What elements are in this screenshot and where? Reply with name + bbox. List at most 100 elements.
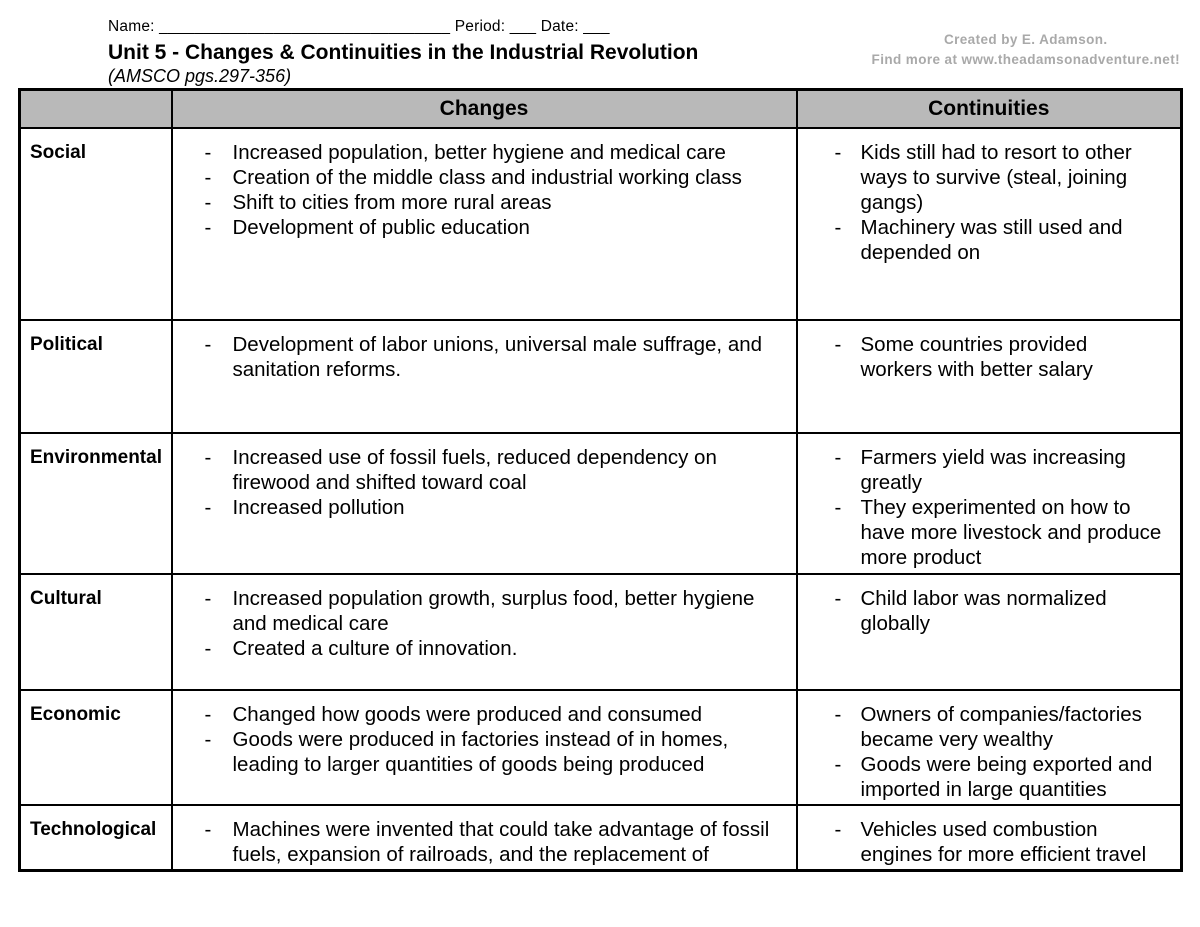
bullet-text: Increased use of fossil fuels, reduced d… (232, 445, 717, 494)
continuities-cell: - Farmers yield was increasing greatly -T… (795, 431, 1183, 575)
bullet-dash: - (204, 140, 212, 164)
bullet-text: Goods were being exported and imported i… (860, 752, 1153, 801)
bullet-dash: - (834, 495, 842, 519)
bullet-text: Development of public education (232, 215, 530, 239)
bullet-text: Shift to cities from more rural areas (232, 190, 552, 214)
bullet-text: Some countries provided workers with bet… (860, 332, 1093, 381)
bullet-dash: - (834, 332, 842, 356)
row-label: Environmental (18, 431, 173, 575)
bullet-item: - Farmers yield was increasing greatly (835, 445, 1177, 495)
bullet-dash: - (204, 332, 212, 356)
continuities-cell: - Owners of companies/factories became ve… (795, 688, 1183, 806)
row-label: Cultural (18, 572, 173, 691)
table-row-political: Political - Development of labor unions, … (18, 318, 1183, 434)
bullet-text: Development of labor unions, universal m… (232, 332, 763, 381)
bullet-text: Increased population, better hygiene and… (232, 140, 726, 164)
bullet-item: - Machines were invented that could take … (205, 817, 792, 867)
bullet-text: Increased pollution (232, 495, 405, 519)
bullet-text: Changed how goods were produced and cons… (232, 702, 703, 726)
bullet-dash: - (834, 586, 842, 610)
page-subtitle: (AMSCO pgs.297-356) (108, 66, 292, 86)
changes-cell: - Machines were invented that could take … (170, 803, 798, 872)
row-label: Political (18, 318, 173, 434)
bullet-text: Machines were invented that could take a… (232, 817, 770, 866)
bullet-dash: - (204, 445, 212, 469)
continuities-cell: - Some countries provided workers with be… (795, 318, 1183, 434)
bullet-item: - Development of labor unions, universal … (205, 332, 792, 382)
bullet-text: Farmers yield was increasing greatly (860, 445, 1126, 494)
bullet-dash: - (204, 817, 212, 841)
bullet-dash: - (204, 495, 212, 519)
bullet-item: - Development of public education (205, 215, 792, 240)
bullet-text: Machinery was still used and depended on (860, 215, 1123, 264)
bullet-text: Increased population growth, surplus foo… (232, 586, 755, 635)
changes-cell: - Increased population, better hygiene an… (170, 126, 798, 321)
bullet-item: - Goods were produced in factories instea… (205, 727, 792, 777)
continuities-cell: - Vehicles used combustion engines for mo… (795, 803, 1183, 872)
credit-line-2: Find more at www.theadamsonadventure.net… (871, 52, 1180, 67)
page-title: Unit 5 - Changes & Continuities in the I… (108, 41, 699, 64)
header-block: Name: _________________________________ … (108, 16, 698, 87)
table-row-technological: Technological - Machines were invented th… (18, 803, 1183, 872)
credit-line-1: Created by E. Adamson. (943, 32, 1108, 47)
bullet-item: - Changed how goods were produced and con… (205, 702, 792, 727)
bullet-dash: - (204, 165, 212, 189)
table-header-row: Changes Continuities (18, 88, 1183, 129)
bullet-dash: - (834, 817, 842, 841)
row-label: Social (18, 126, 173, 321)
bullet-text: They experimented on how to have more li… (860, 495, 1162, 569)
bullet-text: Vehicles used combustion engines for mor… (860, 817, 1147, 866)
col-header-continuities: Continuities (795, 88, 1183, 129)
changes-cell: - Development of labor unions, universal … (170, 318, 798, 434)
bullet-text: Owners of companies/factories became ver… (860, 702, 1142, 751)
continuities-cell: - Child labor was normalized globally (795, 572, 1183, 691)
bullet-dash: - (204, 215, 212, 239)
bullet-text: Kids still had to resort to other ways t… (860, 140, 1132, 214)
bullet-item: - Creation of the middle class and indust… (205, 165, 792, 190)
row-label: Economic (18, 688, 173, 806)
bullet-item: - They experimented on how to have more l… (835, 495, 1177, 570)
col-header-changes: Changes (170, 88, 798, 129)
table-row-environmental: Environmental - Increased use of fossil f… (18, 431, 1183, 575)
bullet-item: - Created a culture of innovation. (205, 636, 792, 661)
bullet-item: - Some countries provided workers with be… (835, 332, 1177, 382)
bullet-item: - Increased use of fossil fuels, reduced … (205, 445, 792, 495)
table-row-economic: Economic - Changed how goods were produce… (18, 688, 1183, 806)
table-row-social: Social - Increased population, better hyg… (18, 126, 1183, 321)
worksheet-table: Changes Continuities Social - Increased p… (18, 88, 1183, 872)
bullet-item: - Increased population growth, surplus fo… (205, 586, 792, 636)
bullet-dash: - (834, 140, 842, 164)
bullet-item: - Increased pollution (205, 495, 792, 520)
changes-cell: - Changed how goods were produced and con… (170, 688, 798, 806)
bullet-item: - Owners of companies/factories became ve… (835, 702, 1177, 752)
bullet-dash: - (204, 727, 212, 751)
name-period-date-line: Name: _________________________________ … (108, 18, 610, 35)
bullet-dash: - (204, 636, 212, 660)
bullet-item: - Machinery was still used and depended o… (835, 215, 1177, 265)
bullet-item: - Child labor was normalized globally (835, 586, 1177, 636)
credit-block: Created by E. Adamson. Find more at www.… (872, 30, 1180, 70)
changes-cell: - Increased use of fossil fuels, reduced … (170, 431, 798, 575)
row-label: Technological (18, 803, 173, 872)
bullet-dash: - (204, 190, 212, 214)
bullet-dash: - (834, 702, 842, 726)
bullet-item: - Kids still had to resort to other ways … (835, 140, 1177, 215)
bullet-text: Goods were produced in factories instead… (232, 727, 729, 776)
bullet-dash: - (834, 215, 842, 239)
bullet-item: - Increased population, better hygiene an… (205, 140, 792, 165)
changes-cell: - Increased population growth, surplus fo… (170, 572, 798, 691)
bullet-text: Child labor was normalized globally (860, 586, 1107, 635)
col-header-category (18, 88, 173, 129)
bullet-dash: - (204, 702, 212, 726)
bullet-dash: - (834, 752, 842, 776)
bullet-item: - Vehicles used combustion engines for mo… (835, 817, 1177, 867)
bullet-text: Created a culture of innovation. (232, 636, 518, 660)
bullet-dash: - (204, 586, 212, 610)
table-row-cultural: Cultural - Increased population growth, s… (18, 572, 1183, 691)
continuities-cell: - Kids still had to resort to other ways … (795, 126, 1183, 321)
bullet-item: - Shift to cities from more rural areas (205, 190, 792, 215)
bullet-item: - Goods were being exported and imported … (835, 752, 1177, 802)
bullet-dash: - (834, 445, 842, 469)
bullet-text: Creation of the middle class and industr… (232, 165, 742, 189)
